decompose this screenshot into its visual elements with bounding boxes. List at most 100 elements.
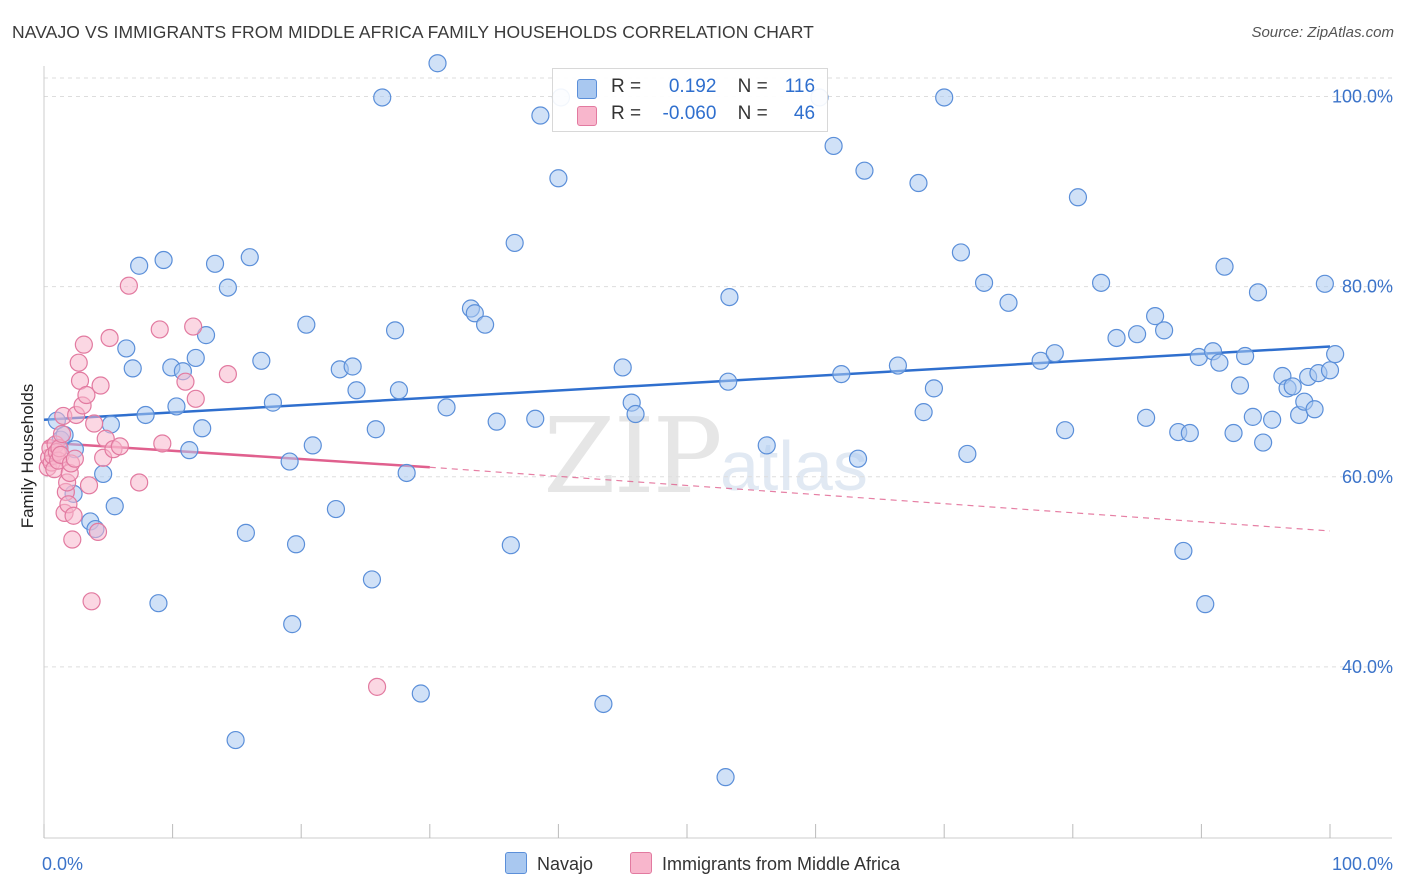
point-immigrants (69, 353, 88, 372)
legend-n-value-immigrants: 46 (793, 103, 816, 124)
point-immigrants (176, 372, 195, 391)
point-navajo (343, 357, 362, 376)
point-navajo (130, 256, 149, 275)
point-navajo (757, 436, 776, 455)
point-navajo (974, 273, 994, 292)
point-navajo (280, 452, 299, 471)
point-navajo (326, 499, 346, 519)
bottom-legend-swatch-immigrants (630, 852, 652, 874)
point-navajo (397, 463, 416, 483)
y-tick-label: 80.0% (1342, 277, 1393, 297)
point-navajo (1248, 283, 1268, 302)
point-navajo (123, 359, 142, 378)
point-navajo (935, 88, 954, 107)
point-navajo (487, 412, 506, 431)
point-navajo (501, 536, 520, 555)
point-navajo (437, 398, 456, 417)
point-navajo (117, 339, 136, 358)
point-navajo (505, 233, 524, 253)
point-immigrants (82, 592, 101, 611)
point-navajo (411, 684, 430, 703)
point-navajo (303, 436, 322, 455)
point-navajo (951, 243, 971, 262)
point-immigrants (65, 449, 84, 468)
point-navajo (180, 441, 199, 460)
point-navajo (149, 594, 168, 613)
stats-legend: R = 0.192 N = 116 R = -0.060 N = 46 (552, 68, 828, 132)
watermark-atlas: atlas (720, 427, 868, 505)
point-navajo (999, 293, 1018, 312)
legend-r-label: R = (611, 103, 642, 124)
point-navajo (1045, 344, 1064, 363)
y-tick-label: 100.0% (1332, 87, 1393, 107)
point-immigrants (64, 506, 83, 525)
point-immigrants (91, 376, 110, 395)
chart-title: NAVAJO VS IMMIGRANTS FROM MIDDLE AFRICA … (12, 22, 814, 42)
point-navajo (94, 464, 113, 484)
point-navajo (1230, 376, 1250, 395)
trendline-immigrants-extended (429, 466, 1331, 532)
point-navajo (1224, 423, 1243, 443)
point-immigrants (79, 476, 99, 495)
bottom-legend-immigrants: Immigrants from Middle Africa (630, 852, 900, 875)
point-navajo (1210, 353, 1229, 372)
point-navajo (236, 523, 256, 542)
point-navajo (1326, 345, 1345, 364)
point-navajo (1031, 351, 1050, 370)
point-navajo (252, 351, 271, 370)
point-navajo (1174, 541, 1193, 561)
point-navajo (1315, 274, 1334, 293)
point-navajo (924, 379, 944, 398)
point-navajo (824, 136, 843, 156)
y-tick-label: 60.0% (1342, 467, 1393, 487)
point-navajo (720, 287, 739, 307)
bottom-legend-label-navajo: Navajo (537, 854, 594, 874)
point-navajo (286, 535, 306, 554)
bottom-legend-label-immigrants: Immigrants from Middle Africa (662, 854, 901, 874)
legend-swatch-navajo (577, 79, 597, 99)
point-immigrants (153, 434, 172, 453)
point-navajo (958, 444, 977, 464)
point-immigrants (77, 385, 96, 405)
x-tick-label: 0.0% (42, 854, 83, 874)
point-navajo (1068, 188, 1088, 207)
point-immigrants (88, 522, 108, 542)
source-label: Source: ZipAtlas.com (1251, 24, 1394, 41)
point-immigrants (186, 389, 205, 408)
point-navajo (475, 315, 495, 334)
legend-swatch-immigrants (577, 106, 597, 126)
point-navajo (1107, 328, 1126, 348)
point-navajo (1243, 407, 1262, 426)
point-navajo (613, 358, 632, 377)
point-immigrants (85, 414, 104, 433)
point-navajo (1254, 433, 1273, 452)
point-navajo (373, 88, 392, 107)
point-navajo (719, 372, 738, 391)
point-immigrants (119, 276, 138, 295)
point-navajo (909, 173, 928, 193)
point-immigrants (184, 317, 203, 336)
point-navajo (1180, 423, 1199, 443)
point-immigrants (63, 530, 82, 549)
point-navajo (1215, 257, 1234, 276)
point-navajo (888, 356, 908, 375)
point-navajo (226, 730, 245, 750)
point-navajo (716, 768, 735, 787)
point-navajo (1236, 346, 1255, 366)
point-navajo (1055, 421, 1075, 440)
point-navajo (105, 497, 124, 516)
point-immigrants (150, 320, 169, 339)
point-navajo (196, 326, 216, 345)
watermark: ZIP atlas (543, 395, 868, 517)
point-immigrants (52, 424, 72, 444)
point-immigrants (218, 364, 237, 384)
point-navajo (347, 381, 366, 400)
y-axis-label: Family Households (18, 383, 37, 529)
point-navajo (362, 570, 382, 589)
point-navajo (240, 248, 259, 267)
legend-n-value-navajo: 116 (784, 76, 816, 97)
point-navajo (263, 393, 283, 412)
legend-r-value-navajo: 0.192 (668, 76, 717, 97)
x-tick-label: 100.0% (1332, 854, 1393, 874)
